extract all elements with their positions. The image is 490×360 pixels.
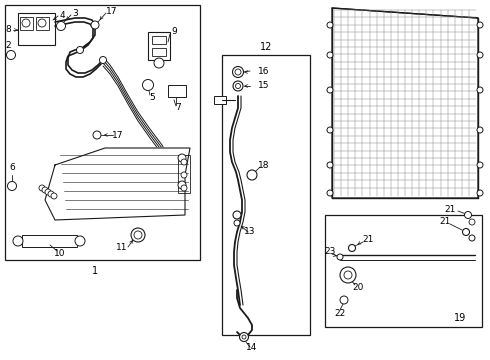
Circle shape [51, 193, 57, 199]
Circle shape [154, 58, 164, 68]
Polygon shape [332, 8, 478, 198]
Circle shape [327, 52, 333, 58]
Circle shape [327, 22, 333, 28]
Text: 7: 7 [175, 104, 181, 112]
Text: 14: 14 [246, 342, 258, 351]
Text: 10: 10 [54, 248, 66, 257]
Bar [325, 215, 482, 327]
Circle shape [463, 229, 469, 235]
Bar [22, 235, 77, 247]
Circle shape [348, 244, 356, 252]
Circle shape [465, 211, 471, 219]
Circle shape [477, 190, 483, 196]
Circle shape [242, 335, 246, 339]
Text: 1: 1 [92, 266, 98, 276]
Text: 17: 17 [112, 130, 124, 139]
Bar [178, 155, 190, 193]
Circle shape [232, 67, 244, 77]
Text: 11: 11 [116, 243, 128, 252]
Text: 23: 23 [324, 248, 336, 256]
Circle shape [39, 185, 45, 191]
Bar [152, 48, 166, 56]
Circle shape [181, 159, 187, 165]
Circle shape [48, 191, 54, 197]
Circle shape [76, 46, 83, 54]
Text: 17: 17 [106, 6, 118, 15]
Circle shape [327, 162, 333, 168]
Bar [20, 17, 33, 30]
Bar [148, 32, 170, 60]
Circle shape [233, 211, 241, 219]
Circle shape [99, 57, 106, 63]
Text: 2: 2 [5, 40, 11, 49]
Text: 21: 21 [362, 235, 374, 244]
Text: 9: 9 [171, 27, 177, 36]
Text: 13: 13 [244, 228, 256, 237]
Text: 21: 21 [444, 206, 456, 215]
Bar [152, 36, 166, 44]
Circle shape [327, 87, 333, 93]
Circle shape [91, 21, 99, 29]
Circle shape [131, 228, 145, 242]
Text: 4: 4 [59, 12, 65, 21]
Circle shape [340, 267, 356, 283]
Circle shape [181, 185, 187, 191]
Circle shape [38, 19, 46, 27]
Circle shape [469, 235, 475, 241]
Circle shape [477, 162, 483, 168]
Circle shape [181, 172, 187, 178]
Bar [214, 96, 226, 104]
Circle shape [7, 181, 17, 190]
Bar [168, 85, 186, 97]
Circle shape [247, 170, 257, 180]
Circle shape [340, 296, 348, 304]
Text: 12: 12 [260, 42, 272, 52]
Text: 3: 3 [72, 9, 78, 18]
Circle shape [469, 219, 475, 225]
Circle shape [477, 52, 483, 58]
Circle shape [42, 187, 48, 193]
Circle shape [234, 220, 240, 226]
Text: 6: 6 [9, 163, 15, 172]
Circle shape [233, 81, 243, 91]
Circle shape [178, 181, 186, 189]
Text: 15: 15 [258, 81, 270, 90]
Circle shape [477, 127, 483, 133]
Circle shape [477, 87, 483, 93]
Circle shape [236, 84, 241, 89]
Circle shape [6, 50, 16, 59]
Text: 5: 5 [149, 94, 155, 103]
Text: 18: 18 [258, 161, 270, 170]
Circle shape [327, 127, 333, 133]
Circle shape [240, 333, 248, 342]
Bar [222, 55, 310, 335]
Text: 19: 19 [454, 313, 466, 323]
Circle shape [134, 231, 142, 239]
Bar [18, 13, 55, 45]
Circle shape [56, 22, 66, 31]
Text: 22: 22 [334, 309, 345, 318]
Text: 16: 16 [258, 67, 270, 76]
Circle shape [93, 131, 101, 139]
Circle shape [45, 189, 51, 195]
Bar [5, 5, 200, 260]
Circle shape [477, 22, 483, 28]
Text: 21: 21 [440, 217, 451, 226]
Circle shape [178, 154, 186, 162]
Polygon shape [45, 148, 190, 220]
Circle shape [22, 19, 30, 27]
Circle shape [327, 190, 333, 196]
Circle shape [75, 236, 85, 246]
Circle shape [235, 69, 241, 75]
Text: 20: 20 [352, 283, 364, 292]
Bar [36, 17, 49, 30]
Circle shape [143, 80, 153, 90]
Circle shape [337, 254, 343, 260]
Circle shape [344, 271, 352, 279]
Circle shape [13, 236, 23, 246]
Text: 8: 8 [5, 26, 11, 35]
